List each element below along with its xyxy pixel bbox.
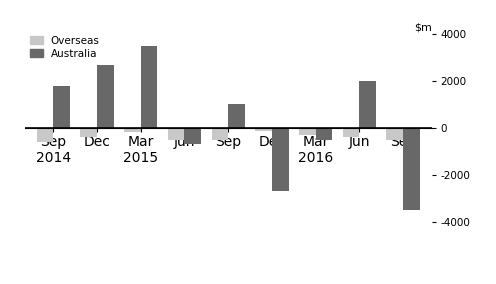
Bar — [53, 86, 70, 128]
Bar — [272, 128, 289, 191]
Bar — [386, 128, 403, 139]
Bar — [185, 128, 201, 144]
Bar — [37, 128, 53, 142]
Text: $m: $m — [414, 22, 432, 32]
Bar — [403, 128, 420, 210]
Bar — [228, 105, 245, 128]
Bar — [315, 128, 332, 139]
Bar — [124, 128, 141, 132]
Bar — [299, 128, 315, 135]
Bar — [141, 46, 157, 128]
Bar — [360, 81, 376, 128]
Bar — [168, 128, 185, 139]
Legend: Overseas, Australia: Overseas, Australia — [30, 36, 100, 59]
Bar — [211, 128, 228, 139]
Bar — [255, 128, 272, 131]
Bar — [80, 128, 97, 137]
Bar — [97, 64, 114, 128]
Bar — [343, 128, 360, 137]
